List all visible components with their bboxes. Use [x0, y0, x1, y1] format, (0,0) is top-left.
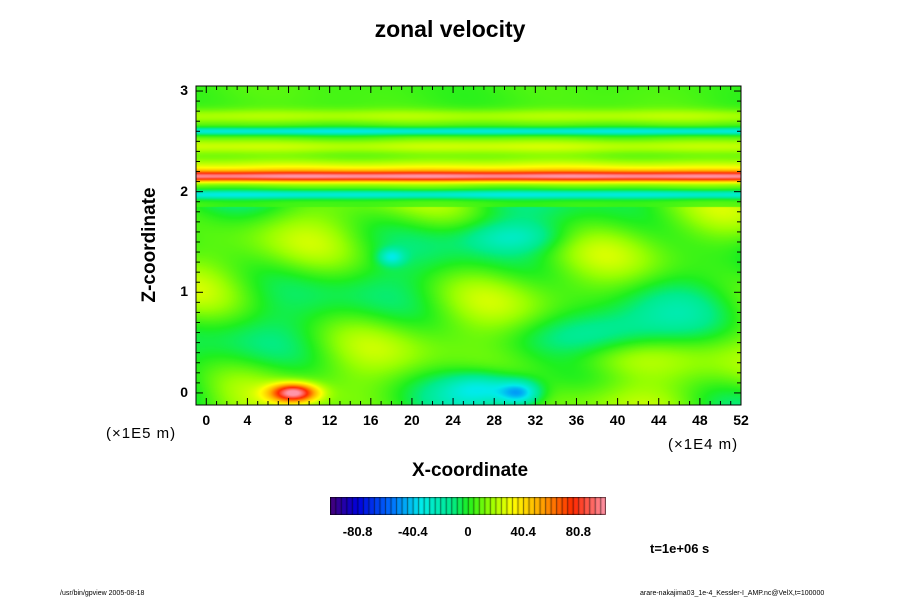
- y-tick-label: 0: [180, 383, 188, 400]
- colorbar-tick-label: 80.8: [565, 524, 592, 539]
- x-tick-label: 40: [609, 412, 626, 428]
- x-tick-label: 28: [486, 412, 502, 428]
- x-tick-label: 16: [363, 412, 379, 428]
- x-tick-label: 36: [568, 412, 585, 428]
- y-tick-label: 2: [180, 182, 188, 199]
- colorbar-tick-label: 40.4: [510, 524, 536, 539]
- x-tick-label: 0: [202, 412, 211, 428]
- x-tick-label: 8: [284, 412, 293, 428]
- x-tick-label: 20: [404, 412, 420, 428]
- footer-right-text: arare-nakajima03_1e-4_Kessler-I_AMP.nc@V…: [640, 590, 825, 597]
- y-axis-label: Z-coordinate: [139, 187, 160, 303]
- colorbar-tick-label: 0: [464, 524, 472, 539]
- y-tick-label: 1: [180, 283, 188, 300]
- colorbar-tick-label: -40.4: [397, 524, 428, 539]
- y-tick-label: 3: [180, 82, 188, 99]
- colorbar: [330, 497, 606, 515]
- x-tick-label: 52: [733, 412, 749, 428]
- time-label: t=1e+06 s: [650, 541, 710, 556]
- x-tick-label: 32: [527, 412, 544, 428]
- plot-border: [195, 85, 742, 406]
- x-tick-label: 24: [445, 412, 461, 428]
- x-tick-label: 48: [692, 412, 708, 428]
- footer-left-text: /usr/bin/gpview 2005-08-18: [60, 590, 145, 597]
- chart-title: zonal velocity: [374, 16, 526, 42]
- heatmap-plot-area: [196, 86, 741, 405]
- z-unit-label: (×1E5 m): [106, 425, 177, 442]
- colorbar-tick-label: -80.8: [342, 524, 373, 539]
- x-axis-label: X-coordinate: [411, 460, 529, 481]
- x-tick-label: 12: [321, 412, 338, 428]
- x-unit-label: (×1E4 m): [668, 436, 739, 453]
- x-tick-label: 4: [243, 412, 252, 428]
- x-tick-label: 44: [650, 412, 667, 428]
